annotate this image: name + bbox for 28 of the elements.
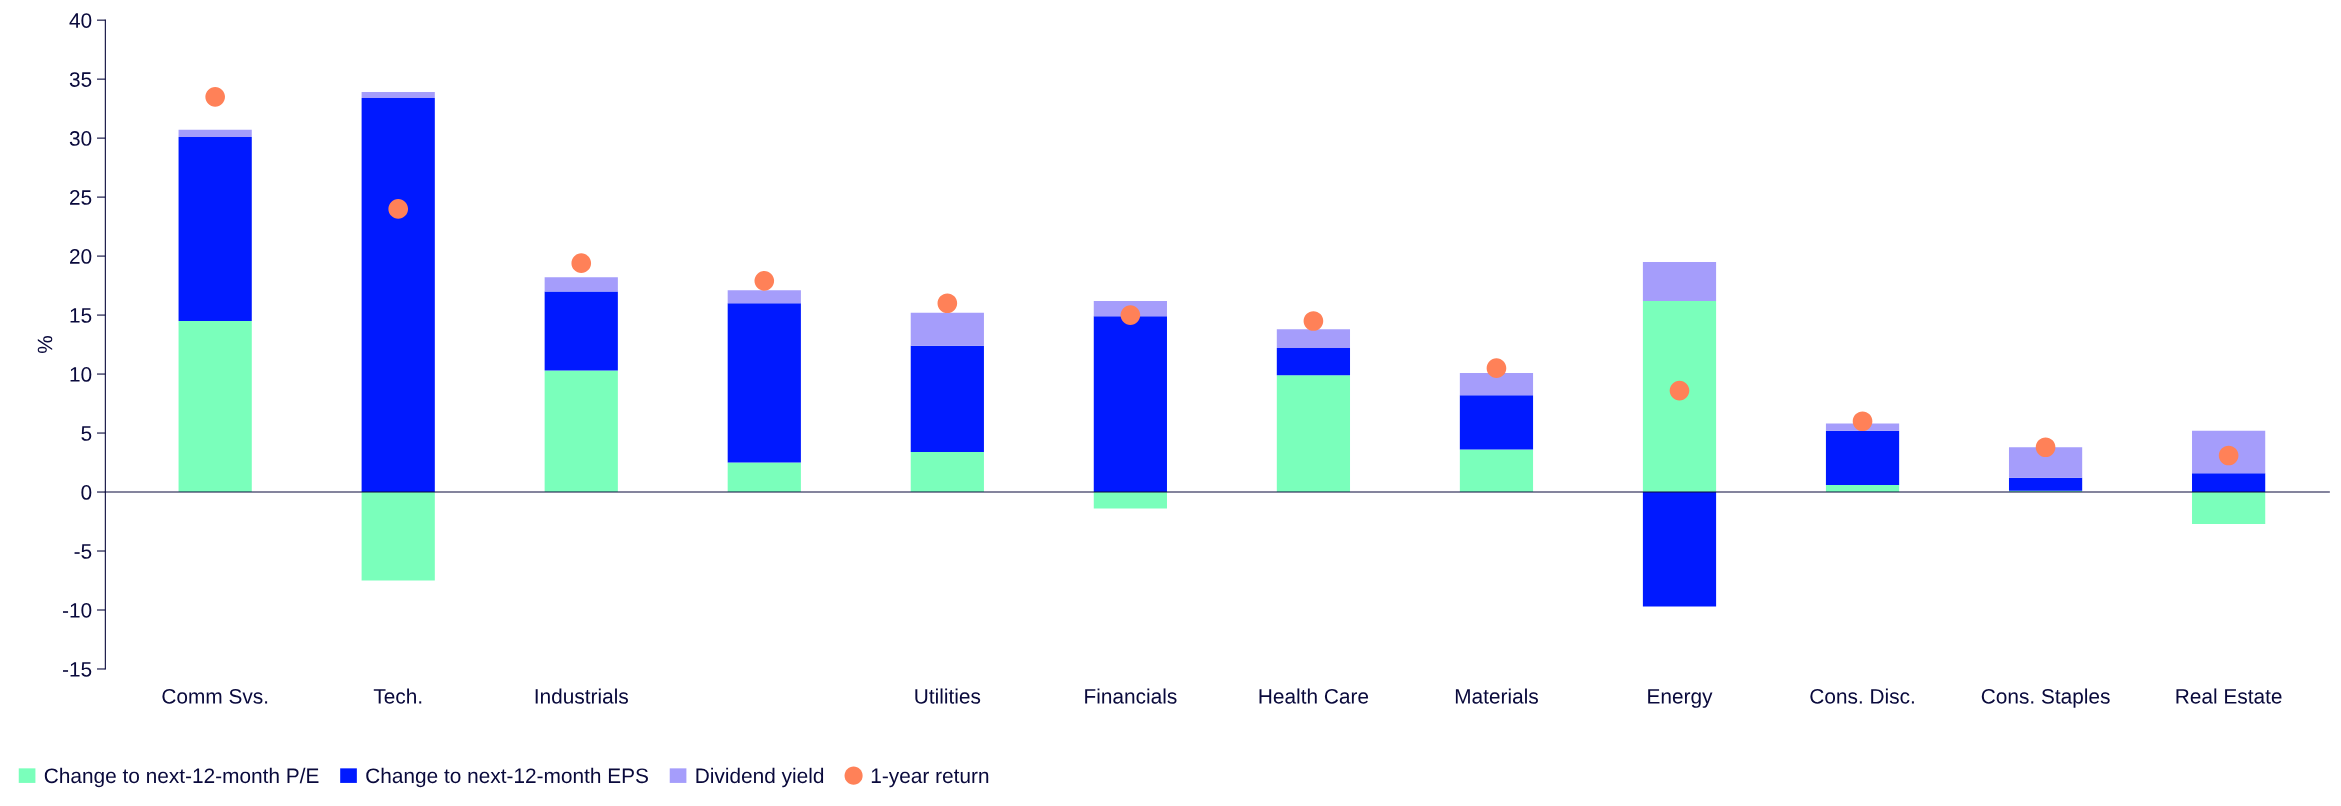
- y-tick-label: -10: [62, 603, 92, 618]
- y-tick-label: 30: [69, 131, 92, 146]
- y-tick-label: 25: [70, 190, 92, 205]
- y-tick-label: 10: [70, 367, 92, 382]
- y-tick-label: 15: [70, 308, 92, 323]
- x-tick-label: Energy: [1648, 689, 1713, 708]
- y-tick-label: 20: [70, 249, 92, 264]
- x-tick-label: Comm Svs.: [162, 688, 268, 704]
- legend-label: Change to next-12-month P/E: [44, 767, 319, 788]
- x-tick-label: Cons. Disc.: [1810, 688, 1914, 704]
- y-tick-label: 5: [81, 426, 92, 441]
- x-tick-label: Industrials: [535, 688, 628, 704]
- legend-label: 1-year return: [871, 768, 989, 788]
- y-tick-label: -5: [74, 544, 92, 559]
- x-tick-label: Financials: [1085, 688, 1177, 704]
- y-axis-title: %: [37, 336, 53, 354]
- x-tick-label: Real Estate: [2176, 688, 2282, 704]
- x-tick-label: Tech.: [373, 688, 422, 704]
- legend-label: Change to next-12-month EPS: [366, 767, 648, 788]
- y-tick-label: 40: [69, 13, 92, 28]
- y-tick-label: 35: [69, 72, 92, 87]
- x-tick-label: Cons. Staples: [1981, 688, 2110, 708]
- y-tick-label: -15: [62, 662, 92, 677]
- y-tick-label: 0: [81, 485, 92, 500]
- x-tick-label: Utilities: [915, 688, 981, 704]
- x-tick-label: Materials: [1455, 688, 1538, 704]
- x-tick-label: Health Care: [1259, 688, 1369, 704]
- legend-label: Dividend yield: [696, 767, 824, 788]
